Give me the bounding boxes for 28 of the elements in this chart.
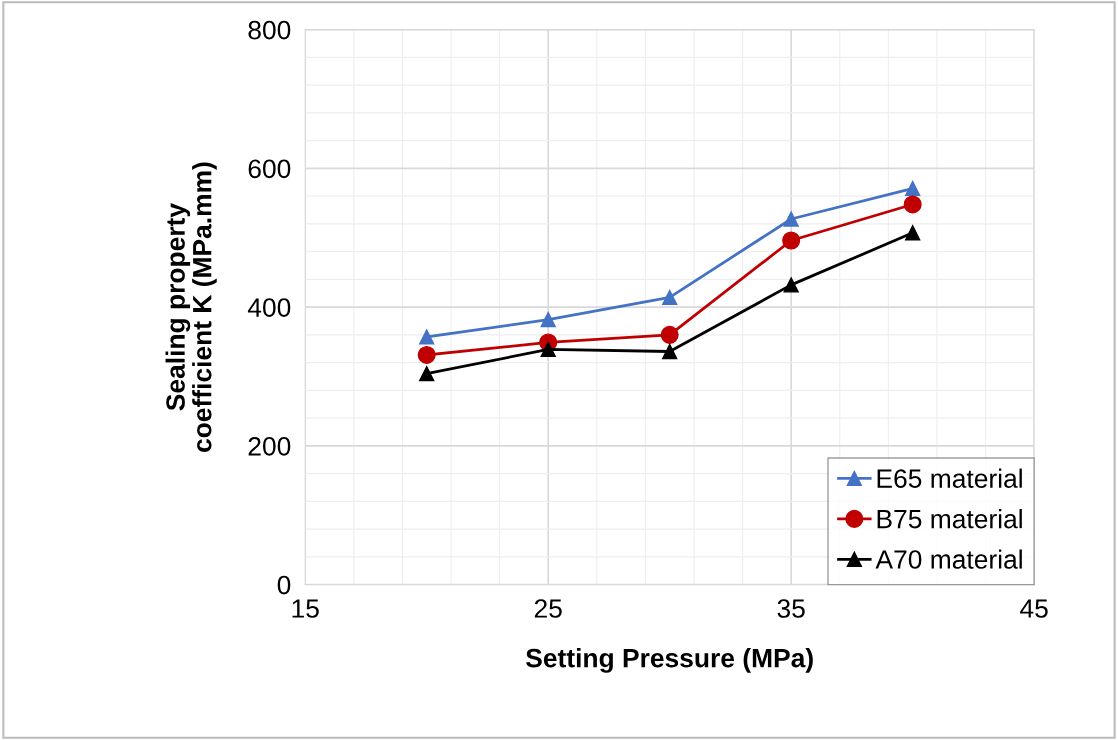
point xyxy=(540,341,556,358)
point xyxy=(417,345,436,364)
point xyxy=(419,366,435,382)
y-tick-label: 0 xyxy=(277,575,291,595)
point xyxy=(662,289,678,306)
x-tick-label: 15 xyxy=(292,599,319,618)
y-tick-label: 600 xyxy=(248,159,291,179)
point xyxy=(662,343,678,360)
y-tick-label: 400 xyxy=(247,298,291,317)
legend-label: A70 material xyxy=(875,549,1022,569)
legend-label: E65 material xyxy=(877,468,1022,488)
x-tick-label: 45 xyxy=(1020,599,1048,618)
x-axis-title: Setting Pressure (MPa) xyxy=(526,648,813,673)
point xyxy=(905,180,921,197)
legend-label: B75 material xyxy=(877,509,1022,529)
point xyxy=(782,231,801,250)
x-tick-label: 25 xyxy=(534,599,562,618)
y-axis-title: Sealing property coefficient K (MPa.mm) xyxy=(165,162,217,452)
point xyxy=(783,211,799,227)
y-tick-label: 800 xyxy=(248,20,291,40)
point xyxy=(783,277,799,293)
y-tick-label: 200 xyxy=(248,436,291,456)
point xyxy=(905,225,921,241)
point xyxy=(419,329,435,345)
x-tick-label: 35 xyxy=(777,599,805,618)
point xyxy=(540,311,556,328)
point xyxy=(660,325,679,344)
point xyxy=(903,195,922,214)
